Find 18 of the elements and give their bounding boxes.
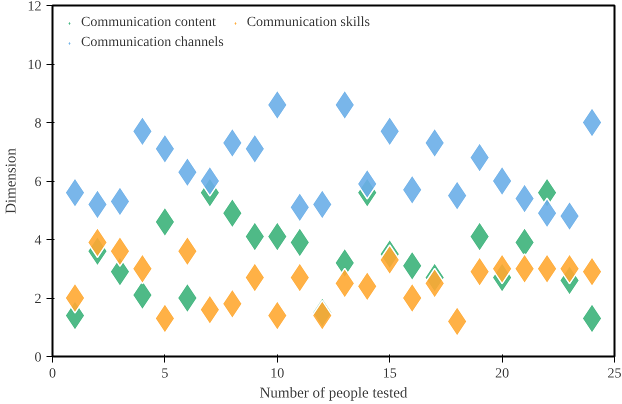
x-tick-label: 0: [49, 366, 56, 382]
legend-label: Communication content: [81, 15, 216, 31]
y-tick-label: 6: [34, 175, 42, 190]
y-axis-title: Dimension: [4, 148, 20, 214]
x-tick-label: 25: [608, 366, 622, 382]
y-tick-label: 4: [34, 234, 42, 248]
x-tick-label: 5: [161, 366, 168, 382]
x-tick-label: 15: [382, 366, 397, 382]
legend-label: Communication channels: [81, 35, 224, 51]
y-tick-label: 0: [34, 350, 42, 366]
x-tick-label: 20: [495, 366, 510, 382]
y-tick-label: 12: [28, 0, 42, 14]
y-tick-label: 8: [34, 116, 42, 132]
y-tick-label: 2: [34, 292, 42, 307]
x-axis-title: Number of people tested: [260, 386, 408, 402]
x-tick-label: 10: [270, 366, 284, 382]
y-tick-label: 10: [28, 58, 42, 73]
legend-label: Communication skills: [246, 15, 370, 31]
